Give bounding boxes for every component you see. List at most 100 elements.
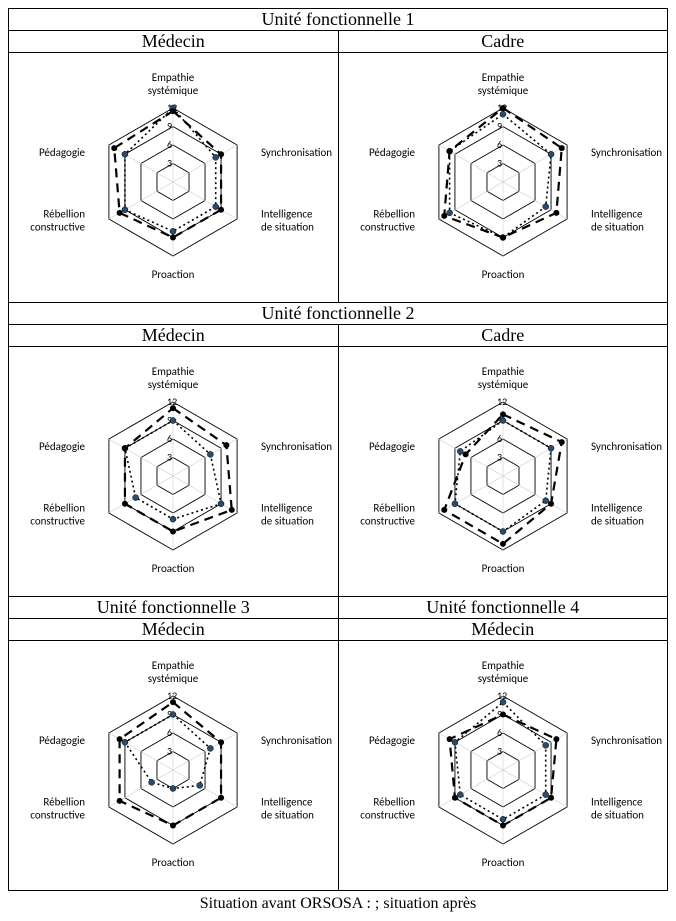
series-after-marker [500, 235, 506, 241]
series-after-marker [559, 145, 565, 151]
axis-label-intelligence-2: de situation [261, 221, 314, 234]
section-title: Unité fonctionnelle 1 [9, 9, 668, 31]
axis-label-rebellion-2: constructive [360, 515, 415, 528]
series-after-marker [559, 439, 565, 445]
tick-label: 6 [167, 138, 172, 151]
series-after-marker [170, 405, 176, 411]
tick-label: 6 [497, 432, 502, 445]
radar-chart: 36912EmpathiesystémiqueSynchronisationIn… [13, 641, 333, 887]
axis-label-intelligence-2: de situation [591, 515, 644, 528]
series-after-marker [441, 213, 447, 219]
series-after-marker [122, 501, 128, 507]
axis-label-proaction: Proaction [481, 856, 524, 869]
section-title: Unité fonctionnelle 3 [9, 597, 339, 619]
axis-label-empathie: Empathie [481, 365, 524, 378]
chart-cell: 36912EmpathiesystémiqueSynchronisationIn… [338, 347, 668, 597]
series-after-marker [170, 529, 176, 535]
series-before-marker [218, 501, 224, 507]
axis-label-pedagogie: Pédagogie [369, 734, 416, 747]
series-before-marker [170, 418, 176, 424]
axis-label-proaction: Proaction [152, 268, 195, 281]
axis-label-proaction: Proaction [152, 856, 195, 869]
series-before-marker [548, 151, 554, 157]
axis-label-empathie-2: systémique [148, 378, 199, 391]
series-after-marker [117, 736, 123, 742]
series-after-marker [500, 823, 506, 829]
tick-label: 3 [497, 745, 502, 758]
series-before-marker [500, 111, 506, 117]
series-before-marker [542, 792, 548, 798]
series-before-marker [213, 154, 219, 160]
series-after-marker [170, 699, 176, 705]
series-before-marker [122, 739, 128, 745]
series-before-marker [452, 501, 458, 507]
radar-chart: 36912EmpathiesystémiqueSynchronisationIn… [13, 347, 333, 593]
axis-label-intelligence: Intelligence [591, 208, 643, 221]
axis-label-empathie: Empathie [481, 659, 524, 672]
chart-cell: 36912EmpathiesystémiqueSynchronisationIn… [338, 53, 668, 303]
radar-chart: 36912EmpathiesystémiqueSynchronisationIn… [13, 53, 333, 299]
series-after-marker [170, 108, 176, 114]
series-before-marker [197, 782, 203, 788]
series-after-marker [441, 507, 447, 513]
series-after-marker [117, 210, 123, 216]
series-before-marker [213, 204, 219, 210]
tick-label: 12 [497, 395, 507, 408]
axis-label-rebellion: Rébellion [44, 208, 86, 221]
layout-table: Unité fonctionnelle 1MédecinCadre36912Em… [8, 8, 668, 891]
series-after-marker [122, 445, 128, 451]
series-before-marker [452, 739, 458, 745]
series-after-marker [553, 210, 559, 216]
axis-label-empathie-2: systémique [477, 84, 528, 97]
axis-label-pedagogie: Pédagogie [39, 146, 86, 159]
series-after-marker [500, 541, 506, 547]
axis-label-rebellion-2: constructive [31, 809, 86, 822]
subsection-title: Cadre [338, 31, 668, 53]
axis-label-pedagogie: Pédagogie [39, 734, 86, 747]
axis-label-synchronisation: Synchronisation [261, 440, 332, 453]
series-after-marker [218, 151, 224, 157]
axis-label-intelligence: Intelligence [591, 796, 643, 809]
series-after-marker [218, 207, 224, 213]
axis-label-proaction: Proaction [481, 268, 524, 281]
series-before-marker [542, 498, 548, 504]
axis-label-rebellion: Rébellion [44, 796, 86, 809]
axis-label-pedagogie: Pédagogie [369, 440, 416, 453]
series-before-marker [170, 712, 176, 718]
series-after-marker [462, 451, 468, 457]
chart-cell: 36912EmpathiesystémiqueSynchronisationIn… [9, 347, 339, 597]
axis-label-pedagogie: Pédagogie [39, 440, 86, 453]
series-after-marker [553, 736, 559, 742]
axis-label-empathie: Empathie [481, 71, 524, 84]
subsection-title: Médecin [9, 325, 339, 347]
series-before-marker [208, 451, 214, 457]
axis-label-synchronisation: Synchronisation [591, 734, 662, 747]
axis-label-intelligence-2: de situation [261, 809, 314, 822]
series-before-marker [122, 151, 128, 157]
series-before-marker [500, 418, 506, 424]
series-after-marker [170, 823, 176, 829]
axis-label-empathie-2: systémique [477, 378, 528, 391]
series-before-marker [500, 699, 506, 705]
series-before-marker [133, 495, 139, 501]
axis-label-rebellion: Rébellion [44, 502, 86, 515]
tick-label: 6 [497, 726, 502, 739]
axis-label-empathie: Empathie [152, 365, 195, 378]
axis-label-synchronisation: Synchronisation [261, 734, 332, 747]
series-before-marker [548, 445, 554, 451]
series-before-marker [542, 204, 548, 210]
series-after-marker [548, 501, 554, 507]
series-after-marker [452, 795, 458, 801]
subsection-title: Cadre [338, 325, 668, 347]
axis-label-proaction: Proaction [481, 562, 524, 575]
series-after-marker [224, 442, 230, 448]
chart-cell: 36912EmpathiesystémiqueSynchronisationIn… [9, 641, 339, 891]
section-title: Unité fonctionnelle 2 [9, 303, 668, 325]
tick-label: 3 [167, 157, 172, 170]
axis-label-synchronisation: Synchronisation [261, 146, 332, 159]
tick-label: 3 [497, 451, 502, 464]
axis-label-rebellion-2: constructive [360, 809, 415, 822]
axis-label-intelligence: Intelligence [261, 208, 313, 221]
series-before-marker [457, 792, 463, 798]
series-before-marker [170, 228, 176, 234]
